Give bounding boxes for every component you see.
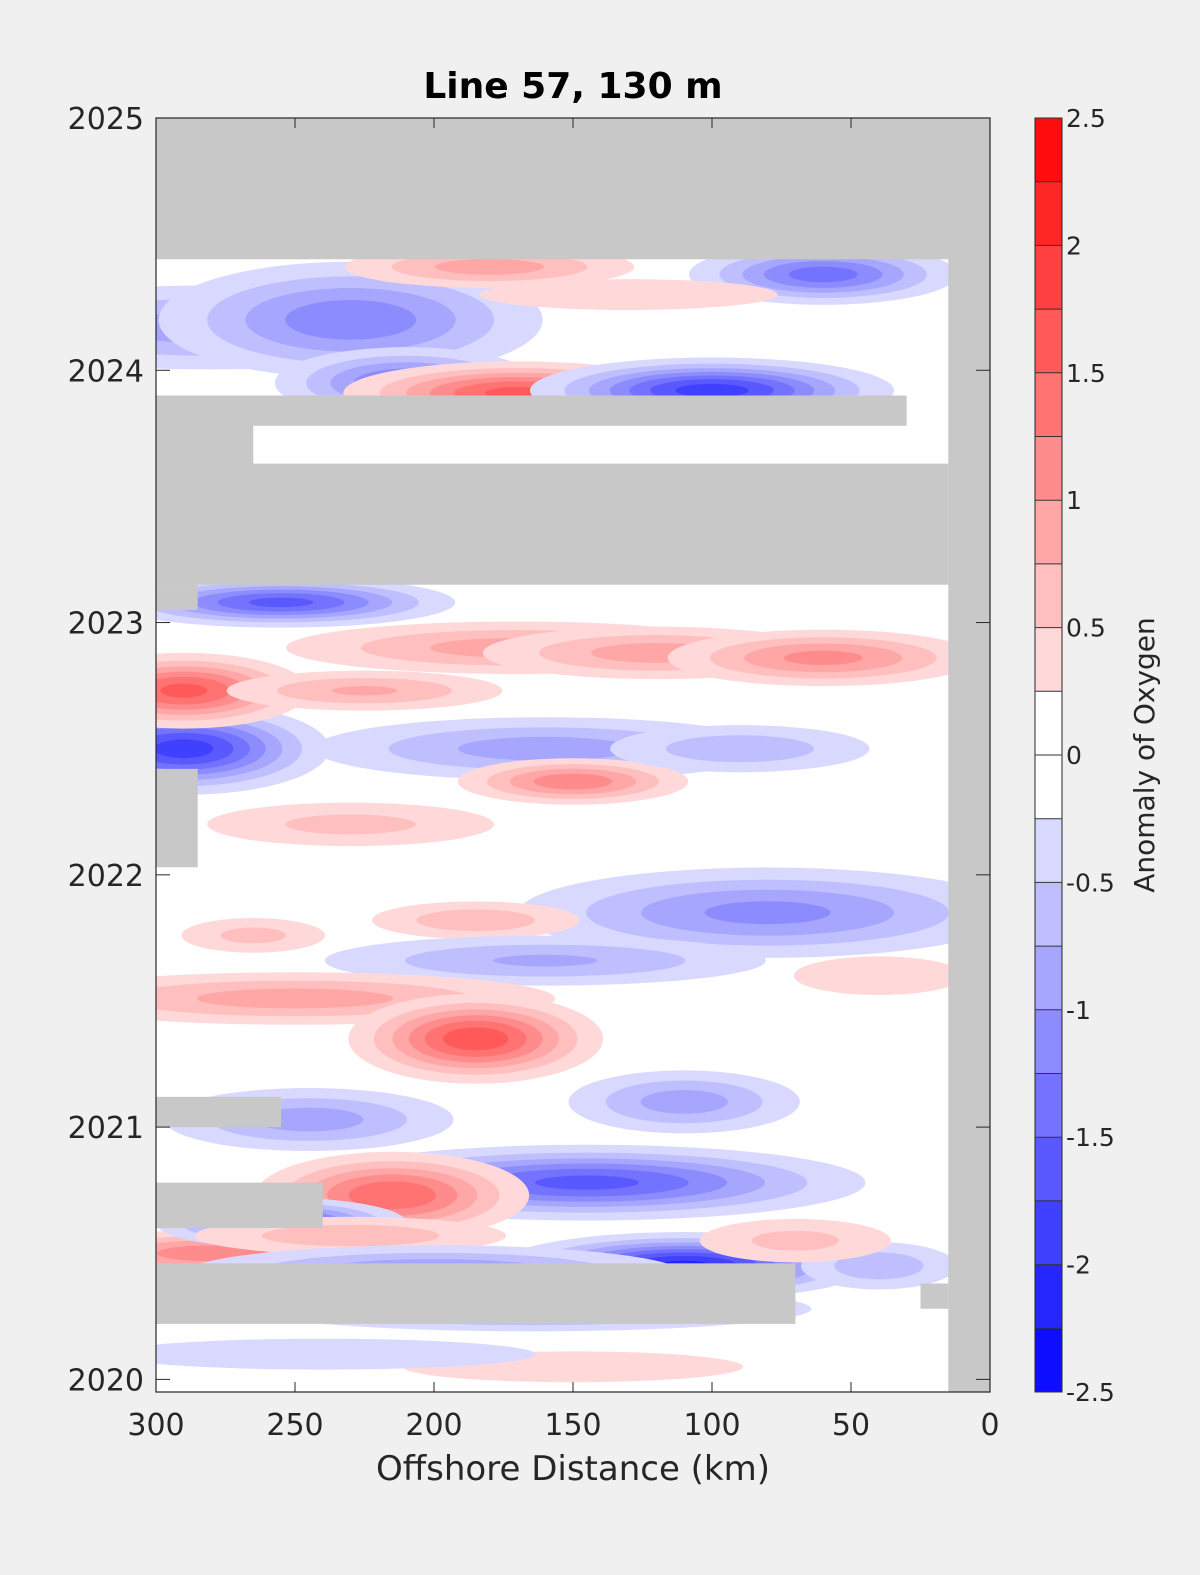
anomaly-contour-16 <box>533 773 613 790</box>
colorbar-band <box>1035 691 1062 755</box>
anomaly-contour-38 <box>156 1338 536 1370</box>
anomaly-contour-28 <box>348 1181 436 1210</box>
colorbar-band <box>1035 1200 1062 1265</box>
colorbar-band <box>1035 1009 1062 1074</box>
colorbar-band <box>1035 946 1062 1010</box>
colorbar-band <box>1035 309 1062 373</box>
anomaly-contour-13 <box>783 650 863 666</box>
anomaly-contour-24 <box>443 1027 509 1051</box>
anomaly-contour-10 <box>248 597 314 608</box>
anomaly-contour-32 <box>261 1224 440 1247</box>
colorbar-band <box>1035 500 1062 564</box>
no-data-region <box>156 1263 796 1324</box>
colorbar-band <box>1035 1264 1062 1329</box>
colorbar-tick-label: -1.5 <box>1066 1123 1115 1152</box>
colorbar-tick-label: 0.5 <box>1066 614 1106 643</box>
anomaly-contour-19 <box>704 901 831 925</box>
colorbar-tick-label: 1 <box>1066 486 1082 515</box>
colorbar-band <box>1035 1073 1062 1138</box>
colorbar-tick-label: -1 <box>1066 996 1091 1025</box>
anomaly-contour-15 <box>457 736 633 761</box>
anomaly-contour-39 <box>793 956 964 996</box>
anomaly-contour-8 <box>788 266 858 283</box>
anomaly-contour-5 <box>435 258 545 275</box>
chart-title: Line 57, 130 m <box>423 66 722 107</box>
x-tick-label: 250 <box>266 1408 323 1443</box>
no-data-region <box>156 584 198 610</box>
colorbar-tick-labels: 2.5 2 1.5 1 0.5 0 -0.5 -1 -1.5 -2 -2.5 <box>1066 104 1115 1407</box>
colorbar-band <box>1035 563 1062 628</box>
colorbar-band <box>1035 755 1062 819</box>
colorbar-band <box>1035 627 1062 692</box>
x-axis-label: Offshore Distance (km) <box>376 1449 770 1489</box>
anomaly-contour-23 <box>196 988 394 1009</box>
x-tick-label: 50 <box>832 1408 870 1443</box>
anomaly-contour-18 <box>285 814 417 835</box>
anomaly-contour-17 <box>665 735 814 763</box>
colorbar-band <box>1035 181 1062 246</box>
anomaly-contour-9 <box>479 279 778 311</box>
no-data-region <box>948 118 990 1392</box>
x-tick-label: 200 <box>405 1408 462 1443</box>
y-tick-label: 2021 <box>68 1111 144 1146</box>
colorbar-band <box>1035 882 1062 947</box>
axis-ticks <box>155 117 991 1392</box>
anomaly-contour-25 <box>640 1089 728 1114</box>
colorbar-band <box>1035 1328 1062 1392</box>
anomaly-contour-27 <box>534 1175 639 1190</box>
no-data-region <box>156 463 949 585</box>
anomaly-contour-21 <box>220 927 287 944</box>
anomaly-contour-36 <box>751 1230 840 1251</box>
y-tick-label: 2023 <box>68 607 144 642</box>
colorbar-tick-label: 1.5 <box>1066 359 1106 388</box>
y-tick-label: 2025 <box>68 102 144 137</box>
colorbar-band <box>1035 818 1062 883</box>
no-data-regions <box>156 118 990 1392</box>
colorbar-band <box>1035 118 1062 182</box>
colorbar-band <box>1035 436 1062 501</box>
y-tick-label: 2024 <box>68 354 144 389</box>
colorbar-tick-label: 2.5 <box>1066 104 1106 133</box>
x-tick-label: 100 <box>683 1408 740 1443</box>
colorbar-band <box>1035 1137 1062 1201</box>
colorbar-tick-label: 2 <box>1066 231 1082 260</box>
no-data-region <box>920 1283 949 1309</box>
anomaly-contour-26 <box>254 1107 364 1132</box>
colorbar-tick-label: 0 <box>1066 741 1082 770</box>
colorbar-band <box>1035 372 1062 437</box>
y-tick-label: 2022 <box>68 859 144 894</box>
no-data-region <box>156 118 990 260</box>
anomaly-contour-7 <box>675 383 749 398</box>
no-data-region <box>156 395 907 426</box>
anomaly-contour-22 <box>493 954 598 967</box>
anomaly-contour-14 <box>332 685 397 696</box>
no-data-region <box>156 768 198 868</box>
y-axis-tick-labels: 2020 2021 2022 2023 2024 2025 <box>68 102 144 1398</box>
no-data-region <box>156 1096 282 1128</box>
anomaly-contour-0 <box>156 739 214 759</box>
colorbar: 2.5 2 1.5 1 0.5 0 -0.5 -1 -1.5 -2 -2.5 Anomaly of … <box>1034 104 1161 1407</box>
x-axis-tick-labels: 300 250 200 150 100 50 0 <box>127 1408 999 1443</box>
colorbar-label: Anomaly of Oxygen <box>1128 617 1161 893</box>
x-tick-label: 150 <box>544 1408 601 1443</box>
colorbar-tick-label: -2 <box>1066 1251 1091 1280</box>
colorbar-band <box>1035 245 1062 310</box>
anomaly-contour-20 <box>416 909 535 932</box>
colorbar-tick-label: -2.5 <box>1066 1378 1115 1407</box>
x-tick-label: 300 <box>127 1408 184 1443</box>
anomaly-contour-35 <box>834 1252 924 1280</box>
colorbar-tick-label: -0.5 <box>1066 868 1115 897</box>
x-tick-label: 0 <box>980 1408 999 1443</box>
anomaly-contour-3 <box>285 300 417 340</box>
no-data-region <box>156 395 254 467</box>
anomaly-contour-1 <box>160 683 208 698</box>
y-tick-label: 2020 <box>68 1363 144 1398</box>
colorbar-ticks <box>1035 117 1062 1393</box>
colorbar-bands <box>1035 118 1062 1392</box>
no-data-region <box>156 1182 323 1229</box>
plot-area <box>155 117 991 1393</box>
